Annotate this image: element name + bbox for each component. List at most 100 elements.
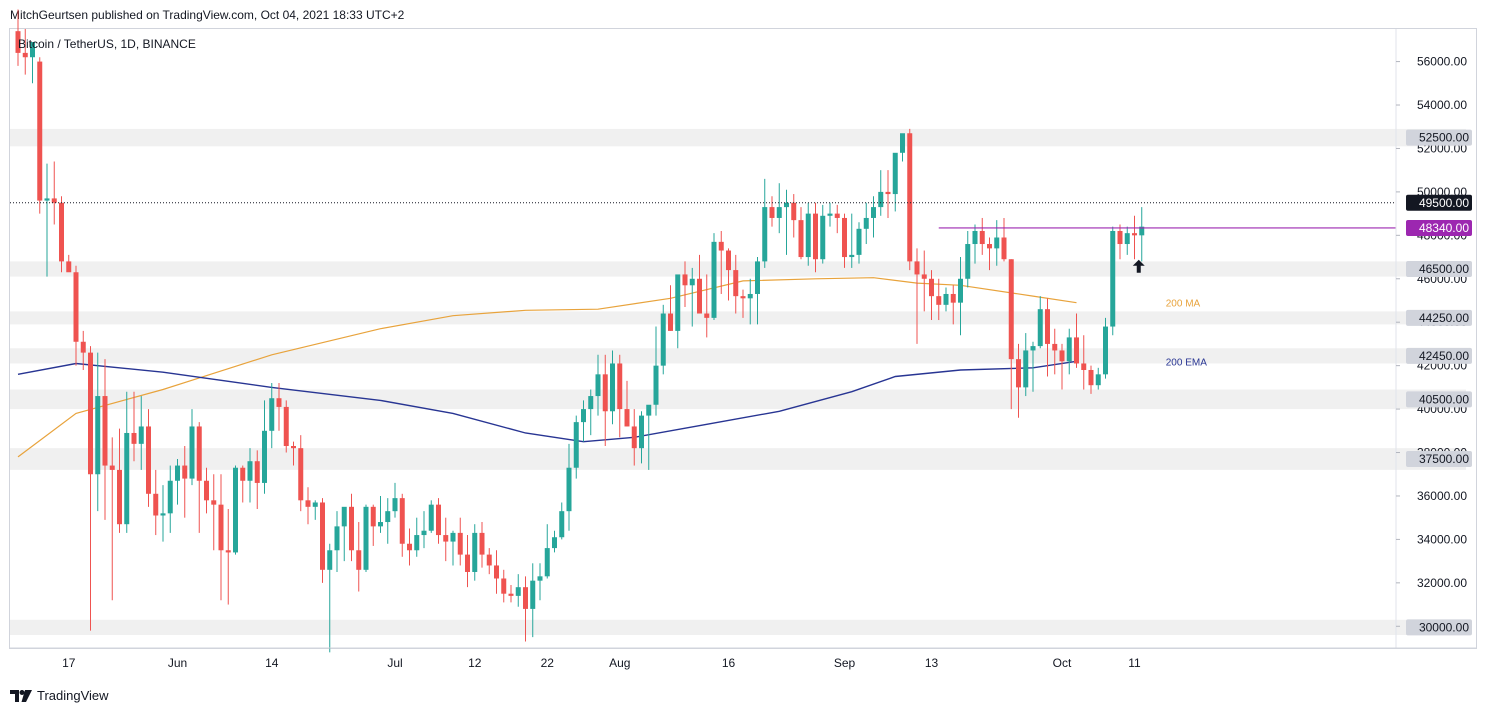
candle-body [559, 511, 565, 538]
zone-price-tag-bg [1406, 129, 1472, 146]
resistance-price-tag: 48340.00 [1406, 219, 1472, 236]
zone-price-tag-text: 37500.00 [1419, 452, 1469, 466]
candle [849, 213, 855, 268]
candle-body [196, 426, 202, 481]
candle-body [523, 587, 528, 609]
candle-body [711, 241, 717, 318]
candle [443, 517, 449, 562]
candle [109, 437, 115, 601]
candle-body [30, 42, 35, 58]
candle [914, 248, 920, 344]
candle [1008, 259, 1014, 410]
candle-body [552, 537, 557, 549]
x-tick-label: 17 [62, 656, 76, 670]
candle-body [385, 511, 391, 523]
candle [327, 543, 333, 653]
candle-body [791, 202, 797, 221]
candle-body [733, 270, 739, 297]
candle-body [211, 500, 217, 505]
candle-body [1066, 337, 1072, 362]
candle [349, 493, 354, 562]
ema-200-label: 200 EMA [1166, 357, 1207, 368]
candle [813, 202, 818, 273]
zone-price-tag: 40500.00 [1406, 391, 1472, 408]
candle-body [472, 532, 478, 572]
zone-price-tag: 37500.00 [1406, 451, 1472, 468]
zone-band [10, 619, 1466, 635]
candle-body [762, 207, 768, 262]
candle [791, 194, 797, 238]
candle-body [1052, 343, 1058, 351]
candle-body [965, 244, 971, 279]
moving-averages [17, 277, 1077, 458]
candle [646, 404, 652, 470]
candle-body [668, 313, 673, 331]
candle-body [494, 565, 499, 579]
tradingview-logo[interactable]: TradingView [10, 688, 109, 703]
candle [704, 274, 710, 338]
y-tick-label: 32000.00 [1417, 576, 1467, 590]
candle-body [1037, 309, 1043, 347]
candle-body [726, 250, 731, 271]
candle [827, 202, 833, 227]
candle [254, 450, 260, 509]
candle [631, 409, 637, 466]
x-tick-label: Jul [387, 656, 402, 670]
candle [740, 289, 746, 318]
candle [225, 508, 231, 605]
x-tick-label: Aug [609, 656, 630, 670]
candle-body [486, 554, 492, 566]
candle-body [1110, 230, 1116, 327]
x-tick-label: Oct [1053, 656, 1072, 670]
zone-price-tag-bg [1406, 309, 1472, 326]
candle-body [863, 217, 869, 229]
candle [972, 224, 978, 264]
candle [51, 161, 57, 225]
candle [711, 233, 717, 321]
candle [37, 57, 43, 214]
candle-body [298, 448, 304, 501]
candle [233, 465, 238, 555]
candle [153, 469, 159, 536]
candle-body [1001, 237, 1007, 260]
candle [1059, 343, 1065, 390]
candle [1110, 226, 1116, 336]
zone-price-tag-text: 46500.00 [1419, 262, 1469, 276]
candle [733, 254, 739, 314]
candle [1001, 217, 1007, 262]
candle [1103, 317, 1108, 379]
candle-body [581, 409, 586, 423]
candle-body [291, 446, 296, 449]
candle [617, 354, 623, 438]
candle-body [225, 550, 231, 553]
candle-body [675, 274, 681, 331]
candle-body [175, 465, 180, 481]
candle-body [885, 191, 891, 195]
candle [211, 474, 217, 551]
candle [907, 128, 913, 271]
candle [762, 178, 768, 268]
zone-price-tag-text: 40500.00 [1419, 392, 1469, 406]
candle [320, 498, 325, 583]
candle-body [537, 576, 543, 581]
candle-body [37, 61, 43, 201]
candle-body [276, 398, 282, 407]
y-tick-label: 36000.00 [1417, 489, 1467, 503]
zone-band [10, 389, 1466, 410]
candle [189, 409, 195, 486]
candle [472, 524, 478, 581]
candle [718, 230, 724, 294]
candle [407, 528, 412, 566]
candle-body [334, 526, 340, 551]
x-tick-label: 11 [1128, 656, 1141, 670]
candle [1095, 367, 1101, 390]
candle-body [689, 278, 695, 286]
candle-body [182, 465, 188, 479]
candle [276, 383, 282, 431]
candle [30, 42, 35, 84]
candle [566, 443, 572, 531]
candle-body [508, 593, 514, 596]
candle-body [907, 133, 913, 262]
candle [660, 304, 666, 375]
